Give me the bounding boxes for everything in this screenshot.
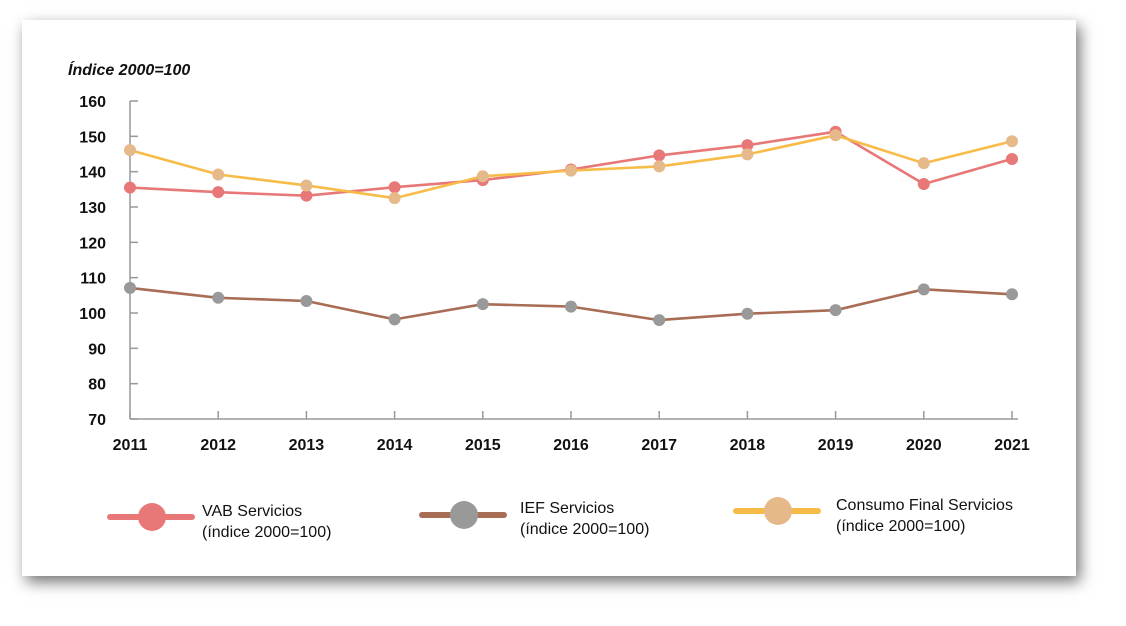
data-point-cfs <box>565 164 577 177</box>
chart-card: Índice 2000=100 70 80 90 100 110 120 130 140 150… <box>22 20 1076 576</box>
y-tick-label: 90 <box>88 341 106 358</box>
data-point-vab <box>124 181 136 194</box>
data-point-ief <box>741 307 754 320</box>
data-point-ief <box>476 298 489 311</box>
data-point-ief <box>1006 288 1018 301</box>
legend-label-vab: VAB Servicios <box>202 503 302 520</box>
x-tick-label: 2015 <box>465 437 501 454</box>
legend-label-cfs: Consumo Final Servicios <box>836 497 1013 514</box>
data-point-vab <box>300 189 313 202</box>
y-tick-label: 160 <box>79 94 106 111</box>
series-lines <box>128 130 1014 322</box>
x-tick-label: 2013 <box>289 437 325 454</box>
data-point-ief <box>653 314 666 327</box>
legend-sublabel-ief: (índice 2000=100) <box>520 521 649 538</box>
data-point-ief <box>917 283 930 296</box>
data-point-cfs <box>741 148 754 161</box>
legend-swatch-marker-cfs <box>764 497 792 525</box>
x-tick-label: 2019 <box>818 437 854 454</box>
x-tick-label: 2018 <box>730 437 766 454</box>
legend-label-ief: IEF Servicios <box>520 500 614 517</box>
legend-swatch-marker-vab <box>138 503 166 531</box>
y-tick-label: 110 <box>80 271 106 288</box>
y-tick-label: 130 <box>79 200 106 217</box>
data-point-ief <box>212 291 225 304</box>
x-tick-label: 2011 <box>113 437 148 454</box>
y-tick-label: 70 <box>88 412 106 429</box>
y-tick-label: 80 <box>88 377 106 394</box>
data-point-vab <box>917 178 930 191</box>
axes <box>129 100 1018 420</box>
data-point-cfs <box>1006 135 1018 148</box>
y-tick-label: 140 <box>79 165 106 182</box>
y-tick-label: 150 <box>79 129 106 146</box>
y-axis-title: Índice 2000=100 <box>68 60 190 79</box>
data-point-ief <box>124 281 136 294</box>
x-tick-label: 2016 <box>553 437 589 454</box>
y-tick-label: 120 <box>79 235 106 252</box>
data-point-ief <box>565 300 577 313</box>
data-point-cfs <box>124 144 136 157</box>
legend-sublabel-vab: (índice 2000=100) <box>202 524 331 541</box>
data-point-cfs <box>476 170 489 183</box>
legend-sublabel-cfs: (índice 2000=100) <box>836 518 965 535</box>
x-tick-label: 2021 <box>994 437 1030 454</box>
y-tick-label: 100 <box>79 306 106 323</box>
x-tick-label: 2017 <box>641 437 677 454</box>
data-point-vab <box>741 139 754 152</box>
legend: VAB Servicios (índice 2000=100) IEF Servic… <box>107 497 1013 541</box>
data-point-cfs <box>653 160 666 173</box>
data-point-ief <box>300 294 313 307</box>
data-point-cfs <box>829 129 842 142</box>
data-point-vab <box>212 186 225 199</box>
legend-swatch-marker-ief <box>450 501 478 529</box>
data-point-ief <box>829 304 842 317</box>
x-tick-label: 2020 <box>906 437 942 454</box>
x-tick-label: 2014 <box>377 437 413 454</box>
x-tick-label: 2012 <box>200 437 236 454</box>
data-point-vab <box>1006 152 1018 165</box>
data-point-cfs <box>388 192 401 205</box>
y-tick-labels: 70 80 90 100 110 120 130 140 150 160 <box>79 94 106 429</box>
data-point-cfs <box>212 168 225 181</box>
data-point-cfs <box>300 179 313 192</box>
data-point-vab <box>653 149 666 162</box>
data-point-vab <box>388 181 401 194</box>
line-chart: Índice 2000=100 70 80 90 100 110 120 130 140 150… <box>68 60 1030 541</box>
data-point-ief <box>388 313 401 326</box>
data-point-cfs <box>917 157 930 170</box>
x-tick-labels: 2011 2012 2013 2014 2015 2016 2017 2018 2019 2020… <box>113 437 1030 454</box>
series-points <box>124 125 1018 327</box>
